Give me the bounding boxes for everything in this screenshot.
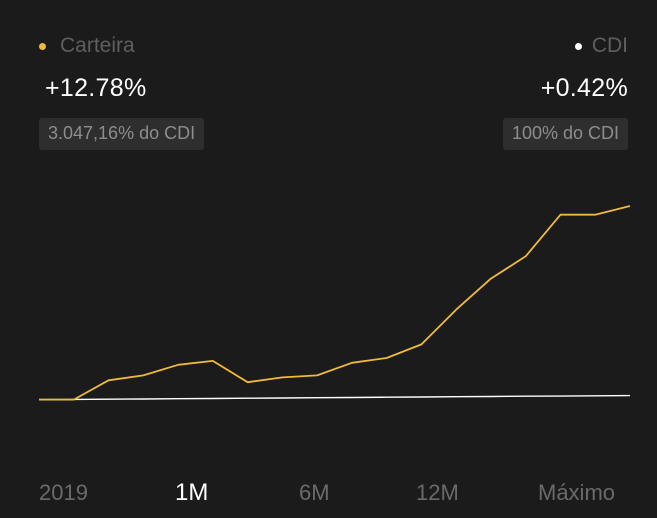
benchmark-legend: CDI +0.42% 100% do CDI bbox=[502, 33, 628, 150]
portfolio-legend: Carteira +12.78% 3.047,16% do CDI bbox=[39, 33, 205, 150]
benchmark-legend-row: CDI bbox=[503, 33, 628, 59]
benchmark-return: +0.42% bbox=[540, 74, 628, 102]
portfolio-label: Carteira bbox=[60, 34, 135, 57]
portfolio-dot-icon bbox=[39, 42, 46, 50]
period-selector: 2019 1M 6M 12M Máximo bbox=[0, 479, 657, 510]
series-line-carteira bbox=[39, 205, 631, 401]
period-2019[interactable]: 2019 bbox=[39, 480, 88, 505]
series-layer bbox=[38, 205, 631, 401]
period-6m[interactable]: 6M bbox=[299, 480, 330, 505]
benchmark-cdi-badge: 100% do CDI bbox=[502, 118, 628, 150]
series-line-cdi bbox=[38, 394, 631, 401]
benchmark-label: CDI bbox=[591, 34, 628, 57]
period-1m[interactable]: 1M bbox=[175, 479, 209, 506]
benchmark-dot-icon bbox=[574, 42, 582, 50]
period-12m[interactable]: 12M bbox=[416, 480, 459, 505]
portfolio-cdi-badge: 3.047,16% do CDI bbox=[39, 118, 205, 150]
portfolio-legend-row: Carteira bbox=[39, 33, 204, 59]
period-maximo[interactable]: Máximo bbox=[538, 480, 616, 505]
portfolio-return: +12.78% bbox=[45, 74, 147, 102]
